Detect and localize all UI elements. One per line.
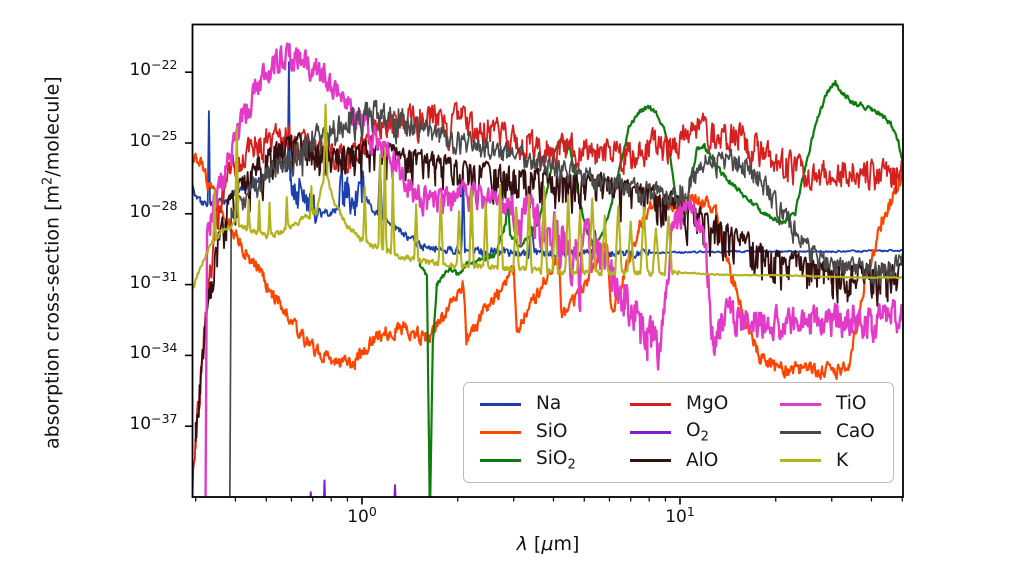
curve-Na [192, 61, 903, 260]
legend-item-MgO: MgO [630, 390, 780, 418]
curve-CaO [229, 99, 903, 498]
legend-item-TiO: TiO [780, 390, 881, 418]
axis-ticks [185, 71, 903, 505]
legend-label-SiO: SiO [536, 421, 568, 443]
legend-swatch-SiO [480, 430, 521, 434]
legend: Na SiO SiO2 MgO O2 AlO TiO CaO K [463, 382, 894, 483]
legend-swatch-Na [480, 402, 521, 406]
curve-K [192, 103, 903, 289]
x-tick-label: 101 [665, 503, 695, 528]
legend-item-O2: O2 [630, 418, 780, 446]
legend-label-CaO: CaO [836, 421, 875, 443]
curve-MgO [192, 101, 903, 498]
legend-swatch-TiO [780, 402, 821, 406]
y-tick-label: 10−25 [129, 127, 178, 152]
axes-spines [191, 23, 904, 498]
x-axis-label: λ [μm] [516, 533, 580, 555]
legend-label-AlO: AlO [686, 449, 719, 471]
legend-swatch-O2 [630, 430, 671, 434]
legend-label-Na: Na [536, 392, 562, 414]
x-tick-label: 100 [347, 503, 377, 528]
y-axis-label: absorption cross-section [m2/molecule] [40, 76, 64, 450]
y-tick-label: 10−22 [129, 56, 178, 81]
y-tick-label: 10−34 [129, 339, 178, 364]
legend-label-K: K [836, 449, 849, 471]
legend-item-SiO: SiO [480, 418, 630, 446]
legend-swatch-K [780, 459, 821, 463]
legend-swatch-AlO [630, 459, 671, 463]
y-tick-label: 10−28 [129, 198, 178, 222]
y-tick-label: 10−37 [129, 410, 178, 435]
legend-label-MgO: MgO [686, 392, 729, 414]
legend-item-Na: Na [480, 390, 630, 418]
legend-item-AlO: AlO [630, 447, 780, 475]
legend-item-K: K [780, 447, 881, 475]
legend-item-CaO: CaO [780, 418, 881, 446]
legend-swatch-MgO [630, 402, 671, 406]
legend-swatch-SiO2 [480, 459, 521, 463]
legend-label-SiO2: SiO2 [536, 447, 576, 473]
legend-label-O2: O2 [686, 419, 709, 445]
legend-swatch-CaO [780, 430, 821, 434]
legend-item-SiO2: SiO2 [480, 447, 630, 475]
y-tick-label: 10−31 [129, 269, 178, 293]
legend-label-TiO: TiO [836, 392, 867, 414]
